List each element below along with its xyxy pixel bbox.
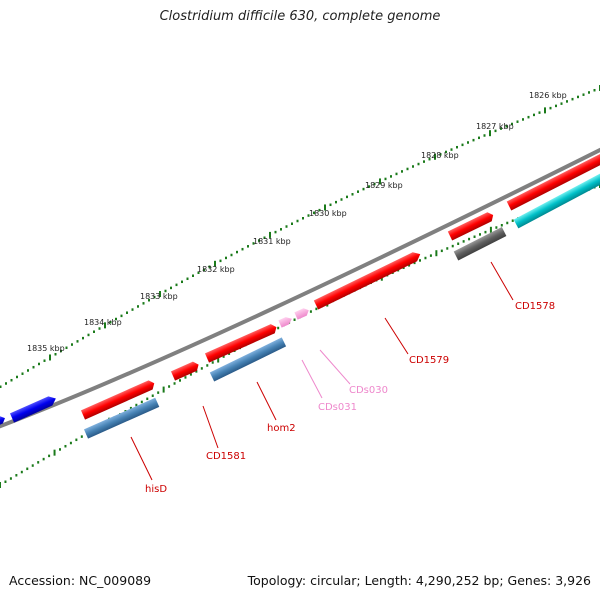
tick-label: 1835 kbp [27,344,65,353]
gene-label-cd1578[interactable]: CD1578 [515,301,555,312]
tick-label: 1831 kbp [253,237,291,246]
gene-feature-gray[interactable] [453,227,507,261]
gene-labels: hisD CD1581 hom2 CDs031 CDs030 CD1579 CD… [145,301,555,495]
tick-label: 1833 kbp [140,292,178,301]
genome-summary-text: Topology: circular; Length: 4,290,252 bp… [247,573,591,588]
gene-feature-cds[interactable] [80,379,156,420]
gene-feature-cds[interactable] [447,210,496,241]
gene-feature-cds[interactable] [170,360,201,381]
gene-label-cd1579[interactable]: CD1579 [409,355,449,366]
gene-feature-blue[interactable] [0,414,7,427]
gene-feature-cds[interactable] [313,250,423,310]
tick-label: 1832 kbp [197,265,235,274]
map-title: Clostridium difficile 630, complete geno… [159,9,441,24]
tick-labels: 1826 kbp 1827 kbp 1828 kbp 1829 kbp 1830… [27,91,567,353]
chromosome-backbone [0,147,600,429]
tick-label: 1828 kbp [421,151,459,160]
gene-feature-trna[interactable] [278,315,293,328]
inner-ruler [0,182,600,488]
tick-label: 1834 kbp [84,318,122,327]
gene-feature-steel[interactable] [83,397,160,439]
gene-feature-steel[interactable] [209,337,287,382]
gene-label-cd1581[interactable]: CD1581 [206,451,246,462]
gene-feature-cds[interactable] [506,149,600,211]
tick-label: 1829 kbp [365,181,403,190]
gene-feature-trna[interactable] [294,307,310,320]
gene-feature-cyan[interactable] [513,172,600,229]
reverse-strand-features [83,172,600,439]
gene-label-hom2[interactable]: hom2 [267,423,296,434]
gene-label-cds031[interactable]: CDs031 [318,402,357,413]
accession-text: Accession: NC_009089 [9,573,152,588]
tick-label: 1826 kbp [529,91,567,100]
gene-feature-blue[interactable] [9,394,58,423]
gene-label-hisd[interactable]: hisD [145,484,167,495]
forward-strand-features [0,149,600,427]
gene-feature-cds[interactable] [204,323,278,363]
outer-ruler [0,85,600,388]
tick-label: 1827 kbp [476,122,514,131]
tick-label: 1830 kbp [309,209,347,218]
gene-label-cds030[interactable]: CDs030 [349,385,388,396]
label-leader-lines [130,261,514,481]
